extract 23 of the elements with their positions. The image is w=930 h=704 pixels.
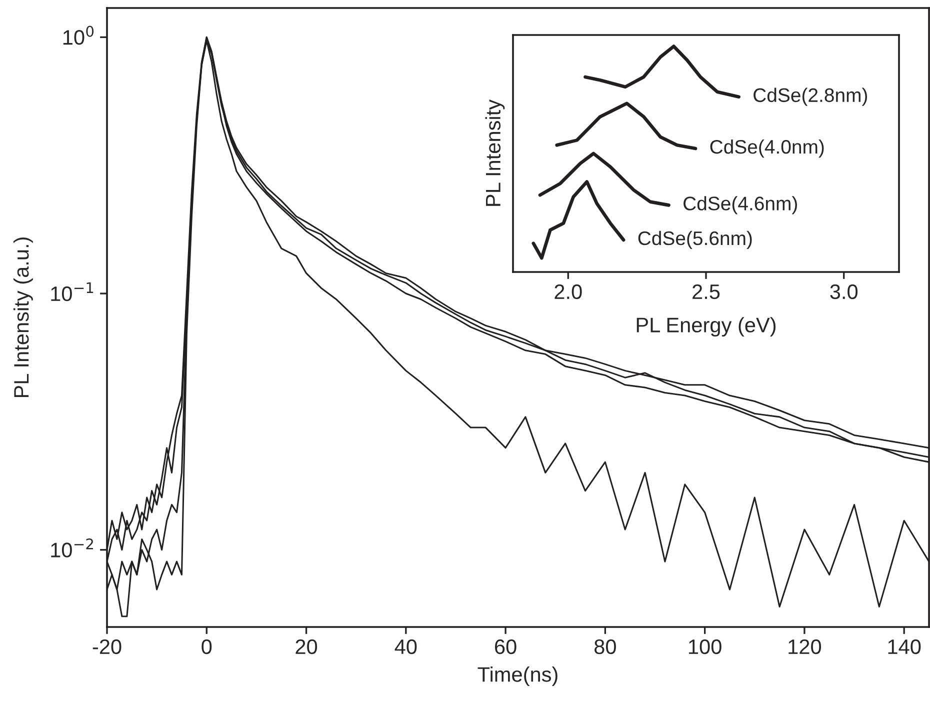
series-label: CdSe(5.6nm) bbox=[638, 230, 752, 249]
x-tick-label: 140 bbox=[888, 639, 921, 654]
x-tick-label: 3.0 bbox=[830, 284, 858, 300]
x-tick-label: 80 bbox=[594, 639, 616, 654]
y-tick-label: 10$^{0}$ bbox=[63, 26, 94, 45]
x-axis-title: Time(ns) bbox=[478, 666, 558, 686]
x-axis-title: PL Energy (eV) bbox=[636, 317, 776, 337]
series-label: CdSe(2.8nm) bbox=[754, 88, 868, 106]
series-label: CdSe(4.0nm) bbox=[710, 139, 824, 158]
y-tick-label: 10$^{−2}$ bbox=[51, 538, 93, 558]
x-tick-label: 40 bbox=[394, 639, 417, 654]
y-axis-title: PL Intensity bbox=[485, 100, 505, 206]
x-tick-label: 120 bbox=[788, 639, 822, 654]
x-tick-label: 0 bbox=[202, 639, 212, 654]
x-tick-label: 60 bbox=[495, 639, 516, 654]
x-tick-label: 2.5 bbox=[692, 284, 720, 300]
series-label: CdSe(4.6nm) bbox=[684, 196, 797, 214]
y-axis-title: PL Intensity (a.u.) bbox=[13, 238, 33, 398]
y-tick-label: 10$^{−1}$ bbox=[51, 282, 94, 302]
x-tick-label: -20 bbox=[92, 639, 122, 654]
x-tick-label: 100 bbox=[689, 639, 722, 654]
x-tick-label: 20 bbox=[296, 639, 318, 654]
x-tick-label: 2.0 bbox=[554, 284, 582, 300]
